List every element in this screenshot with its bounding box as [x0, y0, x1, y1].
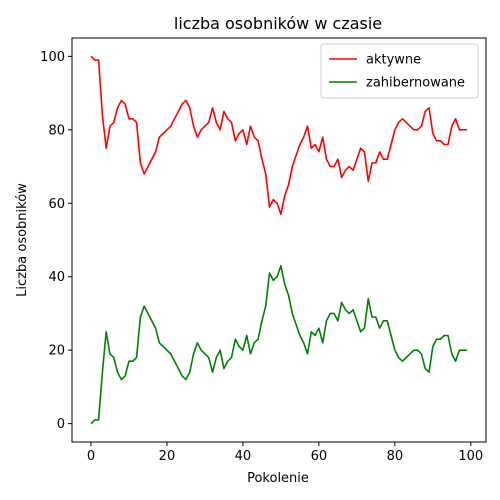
x-tick-label: 40	[235, 449, 252, 464]
y-tick-label: 0	[57, 417, 65, 432]
x-axis-title: Pokolenie	[247, 471, 309, 486]
legend: aktywne zahibernowane	[320, 43, 479, 99]
chart-title: liczba osobników w czasie	[174, 14, 382, 33]
legend-label: zahibernowane	[366, 76, 465, 91]
y-tick-label: 80	[48, 123, 65, 138]
x-tick-label: 60	[311, 449, 328, 464]
y-tick-label: 100	[40, 50, 65, 65]
y-tick-label: 20	[48, 344, 65, 359]
y-axis-title: Liczba osobników	[15, 183, 30, 297]
legend-box	[320, 43, 479, 99]
series-layer	[90, 55, 468, 425]
y-axis: 0 20 40 60 80 100	[40, 50, 72, 432]
x-tick-label: 100	[458, 449, 483, 464]
x-tick-label: 20	[159, 449, 176, 464]
plot-frame	[71, 37, 487, 443]
x-tick-label: 0	[87, 449, 95, 464]
y-tick-label: 40	[48, 270, 65, 285]
x-axis: 0 20 40 60 80 100	[87, 442, 483, 464]
y-tick-label: 60	[48, 197, 65, 212]
legend-label: aktywne	[366, 53, 421, 68]
series-line-aktywne	[90, 55, 468, 216]
x-tick-label: 80	[387, 449, 404, 464]
series-line-zahibernowane	[90, 264, 468, 425]
